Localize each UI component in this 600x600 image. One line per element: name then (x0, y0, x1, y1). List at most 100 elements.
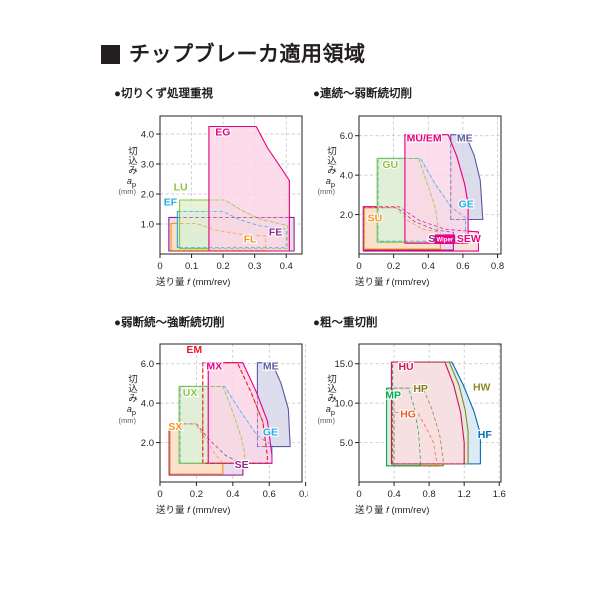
x-axis-symbol: f (386, 276, 389, 288)
chart-title-text-1: 連続～弱断続切削 (319, 88, 412, 100)
series-name-text: ME (457, 132, 473, 144)
series-label-MX: MX (205, 360, 223, 374)
region-outline-HG (393, 412, 437, 467)
plot-area-2: 0 0.2 0.4 0.6 0.8 2.0 4.0 6.0 EM MX ME UX GE SX SE 送り量 … (110, 334, 309, 519)
region-outline-HU (391, 362, 465, 465)
y-axis-jp: 切込み (126, 374, 137, 403)
y-tick-label: 2.0 (141, 189, 154, 200)
region-outline-EF (176, 210, 287, 248)
series-label-EM: EM (185, 343, 203, 357)
x-axis-unit: (mm/rev) (391, 276, 430, 288)
region-outline-SEW (362, 205, 479, 252)
chart-grid: ●切りくず処理重視 0 0.1 0.2 0.3 0.4 1.0 2.0 3.0 4.0 EG LU E… (0, 88, 600, 519)
x-axis-jp: 送り量 (355, 276, 384, 288)
series-label-ME: ME (262, 360, 280, 374)
x-axis-jp: 送り量 (156, 505, 185, 517)
series-label-SU: SU (367, 211, 384, 225)
series-label-UX: UX (182, 386, 199, 400)
x-tick-label: 0.1 (185, 261, 198, 272)
series-name-text: GE (459, 198, 474, 210)
region-EM[interactable] (202, 362, 268, 465)
x-axis-symbol: f (386, 505, 389, 517)
x-tick-label: 0.6 (263, 489, 276, 500)
x-tick-label: 0.4 (387, 489, 400, 500)
x-tick-label: 0.3 (248, 261, 261, 272)
x-tick-label: 0 (356, 489, 361, 500)
y-axis-unit: (mm) (118, 415, 137, 425)
region-outline-GU (376, 157, 439, 243)
series-name-text: MU/EM (407, 132, 442, 144)
series-name-text: LU (174, 181, 188, 193)
series-name-text: MX (206, 361, 222, 373)
x-tick-label: 0.4 (280, 261, 293, 272)
series-name-text: GU (382, 159, 398, 171)
x-axis-unit: (mm/rev) (192, 505, 231, 517)
chart-title-text-2: 弱断続～強断続切削 (120, 316, 225, 329)
chart-panel-interrupted: ●弱断続～強断続切削 0 0.2 0.4 0.6 0.8 2.0 4.0 6.0 EM MX ME U… (112, 317, 308, 520)
region-outline-EM (202, 362, 268, 464)
plot-area-3: 0 0.4 0.8 1.2 1.6 5.0 10.0 15.0 HU HW MP HP HG HF 送り量 … (311, 334, 507, 519)
series-label-HF: HF (477, 428, 494, 442)
y-axis-jp: 切込み (325, 145, 336, 175)
series-label-SEW: Wiper SEW (434, 232, 482, 246)
y-axis-symbol: ap (325, 404, 335, 418)
bullet-icon: ● (114, 88, 121, 100)
series-name-text: FL (244, 233, 257, 245)
series-name-text: HF (478, 429, 493, 441)
y-tick-label: 4.0 (141, 129, 154, 140)
plot-area-1: 00.20.40.60.82.04.06.0MU/EMMEGUGESUSEWip… (311, 106, 507, 291)
x-tick-label: 0 (157, 489, 162, 500)
x-axis-caption: 送り量 f (mm/rev) (156, 274, 230, 288)
y-axis-caption: 切込み ap (mm) (309, 374, 337, 424)
series-label-MP: MP (384, 389, 402, 403)
x-tick-label: 0.6 (456, 261, 469, 272)
series-name-text: SEW (457, 233, 481, 245)
region-outline-SX (169, 423, 224, 475)
y-tick-label: 2.0 (340, 210, 353, 221)
chart-svg-area: 0 0.2 0.4 0.6 0.8 2.0 4.0 6.0 EM MX ME UX GE SX SE (141, 343, 308, 500)
x-axis-jp: 送り量 (355, 505, 384, 517)
region-outline-HP (393, 388, 444, 467)
series-label-GE: GE (457, 197, 474, 211)
x-axis-symbol: f (187, 276, 190, 288)
series-label-GE: GE (262, 426, 279, 440)
x-axis-unit: (mm/rev) (192, 276, 231, 288)
chart-title-text-0: 切りくず処理重視 (120, 88, 213, 100)
bullet-icon: ● (313, 316, 320, 329)
series-label-SX: SX (167, 420, 183, 434)
series-name-text: GE (263, 427, 278, 439)
series-label-FE: FE (268, 225, 284, 239)
region-outline-EG (208, 125, 290, 252)
x-tick-label: 1.6 (493, 489, 506, 500)
chart-row-top: ●切りくず処理重視 0 0.1 0.2 0.3 0.4 1.0 2.0 3.0 4.0 EG LU E… (0, 88, 600, 291)
series-name-text: EG (215, 126, 230, 138)
series-label-HP: HP (412, 382, 429, 396)
series-name-text: SU (368, 212, 383, 224)
y-tick-label: 4.0 (340, 170, 353, 181)
series-label-FL: FL (243, 232, 259, 246)
chart-title-2: ●弱断続～強断続切削 (114, 317, 308, 330)
series-name-text: FE (269, 226, 282, 238)
wiper-badge-text: Wiper (437, 237, 454, 243)
y-axis-symbol: ap (325, 175, 335, 189)
series-name-text: UX (183, 388, 198, 400)
x-tick-label: 0 (157, 261, 162, 272)
region-outline-LU (179, 199, 289, 249)
region-outline-HW (391, 362, 469, 465)
y-axis-caption: 切込み ap (mm) (110, 145, 138, 196)
x-tick-label: 0.8 (423, 489, 436, 500)
region-outline-SE (168, 423, 244, 476)
x-tick-label: 0.2 (387, 261, 400, 272)
series-name-text: EF (164, 196, 178, 208)
chart-svg-area: 0 0.1 0.2 0.3 0.4 1.0 2.0 3.0 4.0 EG LU EF FL FE (141, 115, 303, 272)
series-name-text: MP (385, 390, 401, 402)
series-name-text: HW (473, 382, 491, 394)
y-axis-jp: 切込み (126, 145, 137, 175)
y-axis-unit: (mm) (317, 187, 336, 197)
y-axis-caption: 切込み ap (mm) (110, 374, 138, 425)
series-label-HW: HW (472, 381, 492, 395)
wiper-badge (434, 234, 456, 244)
y-tick-label: 5.0 (340, 438, 353, 449)
x-tick-label: 1.2 (458, 489, 471, 500)
